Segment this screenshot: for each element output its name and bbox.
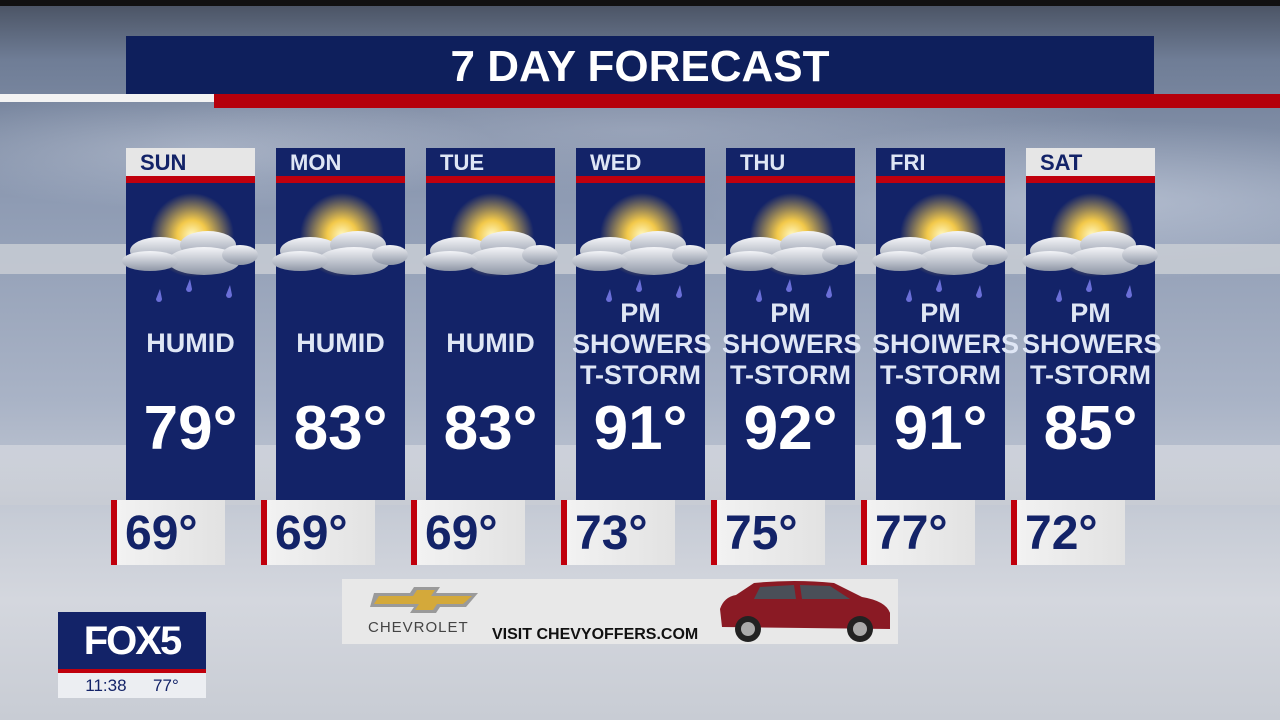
current-time: 11:38 <box>85 676 127 695</box>
header-stripe <box>876 176 1005 183</box>
partly-sunny-rain-icon <box>720 193 860 303</box>
condition-line: PM <box>1070 298 1111 328</box>
partly-sunny-rain-icon <box>570 193 710 303</box>
condition-text: PM SHOWERS T-STORM <box>1022 298 1162 391</box>
high-temp: 83° <box>293 394 388 463</box>
condition-line: PM <box>770 298 811 328</box>
low-temp-sun: 69° <box>111 500 225 565</box>
condition-text: PM SHOWERS T-STORM <box>572 298 712 391</box>
high-temp: 92° <box>743 394 838 463</box>
low-temp-tue: 69° <box>411 500 525 565</box>
station-bug: FOX5 11:38 77° <box>58 612 206 698</box>
day-card-tue: TUE HUMID 83° <box>422 148 558 500</box>
condition-line: HUMID <box>296 328 385 358</box>
condition-line: HUMID <box>446 328 535 358</box>
condition-line: SHOIWERS <box>872 329 1020 359</box>
ad-text: VISIT CHEVYOFFERS.COM <box>492 626 699 643</box>
high-temp: 79° <box>143 394 238 463</box>
header-stripe <box>1026 176 1155 183</box>
condition-line: T-STORM <box>880 360 1001 390</box>
top-edge <box>0 0 1280 6</box>
day-card-sat: SAT PM SHOWERS T-STORM 85° <box>1022 148 1162 500</box>
low-temp-mon: 69° <box>261 500 375 565</box>
day-card-thu: THU PM SHOWERS T-STORM 92° <box>722 148 862 500</box>
header-stripe <box>576 176 705 183</box>
low-temp-sat: 72° <box>1011 500 1125 565</box>
fox5-logo: FOX5 <box>58 612 206 669</box>
partly-sunny-icon <box>420 193 560 303</box>
low-temp-wed: 73° <box>561 500 675 565</box>
low-temp-thu: 75° <box>711 500 825 565</box>
chevrolet-ad-banner[interactable]: CHEVROLET VISIT CHEVYOFFERS.COM <box>342 579 898 644</box>
day-card-mon: MON HUMID 83° <box>272 148 408 500</box>
condition-text: HUMID <box>122 328 259 359</box>
header-stripe <box>276 176 405 183</box>
day-label: MON <box>276 148 405 176</box>
condition-line: PM <box>620 298 661 328</box>
condition-line: T-STORM <box>730 360 851 390</box>
condition-line: PM <box>920 298 961 328</box>
high-temp: 85° <box>1043 394 1138 463</box>
partly-sunny-rain-icon <box>1020 193 1160 303</box>
condition-text: HUMID <box>272 328 409 359</box>
condition-line: HUMID <box>146 328 235 358</box>
partly-sunny-rain-icon <box>120 193 260 303</box>
logo-divider <box>58 669 206 673</box>
partly-sunny-icon <box>270 193 410 303</box>
chevrolet-wordmark: CHEVROLET <box>368 619 469 636</box>
header-stripe <box>426 176 555 183</box>
condition-text: PM SHOWERS T-STORM <box>722 298 862 391</box>
day-label: WED <box>576 148 705 176</box>
high-temp: 91° <box>593 394 688 463</box>
condition-text: PM SHOIWERS T-STORM <box>872 298 1020 391</box>
day-card-fri: FRI PM SHOIWERS T-STORM 91° <box>872 148 1019 500</box>
header-stripe <box>126 176 255 183</box>
high-temp: 83° <box>443 394 538 463</box>
day-label: SAT <box>1026 148 1155 176</box>
title-underline-white <box>0 94 214 102</box>
condition-line: T-STORM <box>1030 360 1151 390</box>
day-label: TUE <box>426 148 555 176</box>
partly-sunny-rain-icon <box>870 193 1010 303</box>
day-label: SUN <box>126 148 255 176</box>
condition-line: SHOWERS <box>1022 329 1162 359</box>
title-underline-red <box>214 94 1280 108</box>
day-card-sun: SUN HUMID 79° <box>122 148 258 500</box>
day-label: FRI <box>876 148 1005 176</box>
condition-text: HUMID <box>422 328 559 359</box>
condition-line: SHOWERS <box>722 329 862 359</box>
header-stripe <box>726 176 855 183</box>
low-temp-fri: 77° <box>861 500 975 565</box>
condition-line: T-STORM <box>580 360 701 390</box>
car-image <box>720 581 890 642</box>
chevrolet-bowtie-icon <box>370 587 478 613</box>
condition-line: SHOWERS <box>572 329 712 359</box>
day-label: THU <box>726 148 855 176</box>
current-temp: 77° <box>153 676 179 695</box>
forecast-title: 7 DAY FORECAST <box>126 36 1154 94</box>
high-temp: 91° <box>893 394 988 463</box>
day-card-wed: WED PM SHOWERS T-STORM 91° <box>572 148 712 500</box>
